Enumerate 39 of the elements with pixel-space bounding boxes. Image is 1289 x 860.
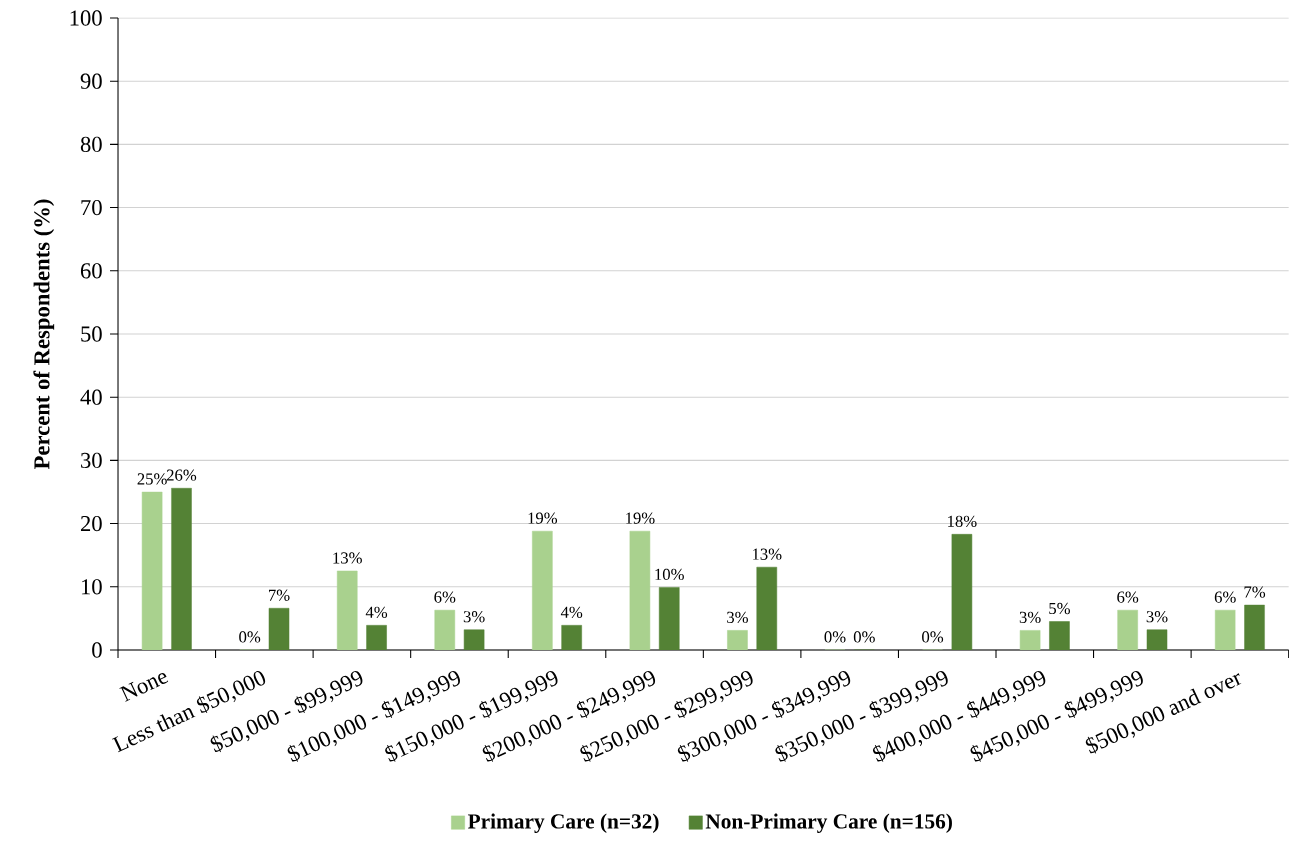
y-tick-label: 100 (70, 10, 102, 26)
data-label: 6% (1117, 591, 1139, 603)
data-label: 13% (752, 548, 782, 560)
data-label: 19% (626, 512, 655, 524)
data-label: 13% (333, 552, 362, 564)
data-label: 26% (166, 469, 197, 481)
data-label: 6% (1214, 591, 1236, 603)
legend-label: Non-Primary Care (n=156) (705, 813, 952, 833)
data-label: 4% (560, 606, 583, 618)
data-label: 0% (922, 631, 944, 643)
data-label: 0% (824, 631, 846, 643)
y-tick-label: 70 (81, 199, 102, 216)
data-label: 4% (365, 606, 388, 618)
data-label: 3% (1019, 611, 1041, 624)
data-label: 7% (1244, 586, 1266, 598)
data-label: 3% (1146, 611, 1168, 623)
data-label: 3% (727, 611, 748, 624)
y-tick-label: 10 (81, 579, 102, 595)
data-label: 7% (269, 589, 290, 601)
legend-label: Primary Care (n=32) (467, 813, 659, 833)
data-label: 18% (948, 515, 977, 527)
y-tick-label: 50 (81, 326, 102, 342)
x-tick-label: None (119, 673, 169, 702)
data-label: 3% (463, 611, 485, 623)
y-tick-label: 40 (80, 389, 102, 405)
y-tick-label: 0 (92, 642, 102, 658)
data-label: 0% (853, 631, 875, 643)
data-label: 10% (655, 568, 684, 581)
data-label: 25% (137, 473, 167, 485)
data-label: 5% (1049, 602, 1070, 615)
y-tick-label: 20 (80, 515, 102, 532)
data-label: 19% (528, 512, 558, 524)
y-tick-label: 30 (81, 452, 102, 469)
y-tick-label: 60 (80, 263, 102, 279)
y-axis-title: Percent of Respondents (%) (33, 199, 55, 470)
y-tick-label: 80 (80, 136, 102, 153)
data-label: 0% (239, 631, 261, 643)
y-tick-label: 90 (80, 73, 102, 89)
data-label: 6% (434, 591, 456, 603)
